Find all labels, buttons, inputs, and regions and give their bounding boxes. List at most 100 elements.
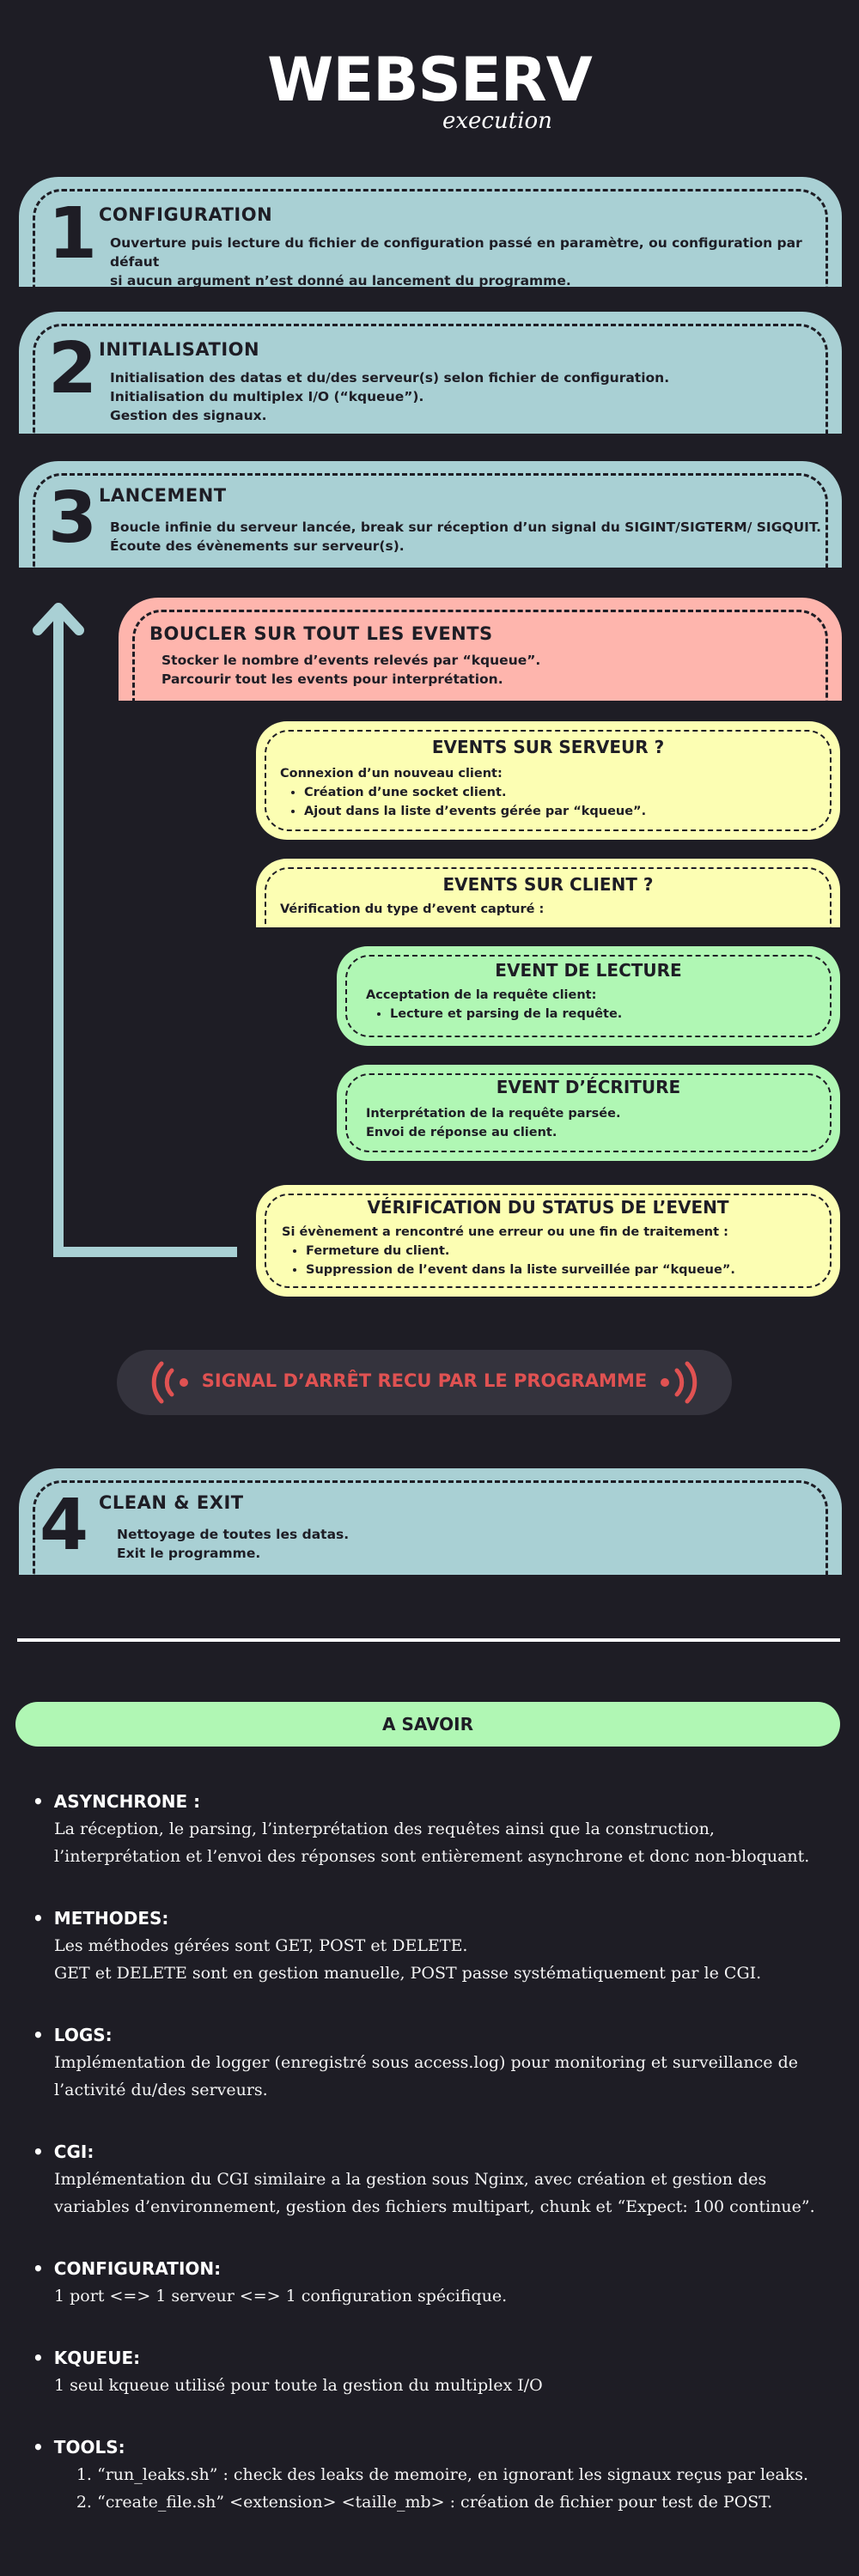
status-check-intro: Si évènement a rencontré une erreur ou u…: [282, 1225, 728, 1239]
step-1-tab: 1 CONFIGURATION Ouverture puis lecture d…: [19, 177, 842, 290]
step-2-line: Gestion des signaux.: [110, 408, 267, 423]
savoir-item-body: 1 seul kqueue utilisé pour toute la gest…: [33, 2372, 833, 2399]
loop-arrow-up-icon: [33, 603, 237, 1257]
read-event-card: EVENT DE LECTURE Acceptation de la requê…: [337, 946, 840, 1046]
step-3-number: 3: [48, 477, 98, 559]
savoir-item-line: Implémentation de logger (enregistré sou…: [54, 2053, 798, 2072]
status-check-list: Fermeture du client. Suppression de l’ev…: [282, 1242, 735, 1279]
read-event-body: Acceptation de la requête client: Lectur…: [366, 986, 622, 1024]
savoir-item-body: Les méthodes gérées sont GET, POST et DE…: [33, 1932, 833, 1987]
step-3-tab: 3 LANCEMENT Boucle infinie du serveur la…: [19, 461, 842, 570]
client-events-tab: EVENTS SUR CLIENT ? Vérification du type…: [256, 859, 840, 930]
savoir-item-title: CGI:: [33, 2142, 833, 2162]
broadcast-left-icon: [151, 1361, 188, 1404]
section-divider: [17, 1638, 840, 1642]
server-events-heading: EVENTS SUR SERVEUR ?: [431, 737, 665, 757]
savoir-item-title: LOGS:: [33, 2025, 833, 2045]
list-item: “run_leaks.sh” : check des leaks de memo…: [97, 2461, 833, 2488]
broadcast-right-icon: [661, 1361, 698, 1404]
savoir-item-title: CONFIGURATION:: [33, 2258, 833, 2279]
step-3-line: Boucle infinie du serveur lancée, break …: [110, 519, 822, 535]
write-event-line: Interprétation de la requête parsée.: [366, 1107, 621, 1121]
loop-events-line: Stocker le nombre d’events relevés par “…: [161, 653, 541, 668]
savoir-item-logs: LOGS: Implémentation de logger (enregist…: [33, 2025, 833, 2104]
savoir-item-kqueue: KQUEUE: 1 seul kqueue utilisé pour toute…: [33, 2348, 833, 2399]
savoir-item-line: Les méthodes gérées sont GET, POST et DE…: [54, 1936, 468, 1955]
savoir-item-line: La réception, le parsing, l’interprétati…: [54, 1820, 715, 1838]
step-1-number: 1: [48, 193, 98, 275]
step-4-dashed-outline: [33, 1480, 828, 1577]
server-events-list: Création d’une socket client. Ajout dans…: [280, 783, 646, 821]
step-3-body: Boucle infinie du serveur lancée, break …: [110, 518, 821, 556]
list-item: Suppression de l’event dans la liste sur…: [306, 1261, 735, 1279]
step-2-tab: 2 INITIALISATION Initialisation des data…: [19, 312, 842, 436]
signal-text: SIGNAL D’ARRÊT RECU PAR LE PROGRAMME: [201, 1370, 648, 1391]
read-event-list: Lecture et parsing de la requête.: [366, 1005, 622, 1024]
step-3-heading: LANCEMENT: [99, 485, 227, 506]
step-1-dashed-outline: [33, 189, 828, 289]
step-4-body: Nettoyage de toutes les datas. Exit le p…: [117, 1525, 349, 1563]
savoir-item-line: 1 seul kqueue utilisé pour toute la gest…: [54, 2376, 543, 2395]
status-check-card: VÉRIFICATION DU STATUS DE L’EVENT Si évè…: [256, 1185, 840, 1297]
step-3-line: Écoute des évènements sur serveur(s).: [110, 538, 405, 554]
step-2-line: Initialisation du multiplex I/O (“kqueue…: [110, 389, 424, 404]
page-title: WEBSERV: [267, 45, 593, 115]
step-4-tab: 4 CLEAN & EXIT Nettoyage de toutes les d…: [19, 1468, 842, 1577]
page-subtitle: execution: [442, 108, 552, 134]
server-events-body: Connexion d’un nouveau client: Création …: [280, 764, 646, 821]
loop-events-tab: BOUCLER SUR TOUT LES EVENTS Stocker le n…: [119, 598, 842, 703]
savoir-item-body: 1 port <=> 1 serveur <=> 1 configuration…: [33, 2282, 833, 2310]
savoir-item-body: Implémentation de logger (enregistré sou…: [33, 2049, 833, 2104]
savoir-item-body: Implémentation du CGI similaire a la ges…: [33, 2166, 833, 2221]
signal-banner: SIGNAL D’ARRÊT RECU PAR LE PROGRAMME: [117, 1350, 732, 1415]
step-2-heading: INITIALISATION: [99, 339, 260, 360]
client-events-dashed-outline: [265, 867, 832, 930]
write-event-body: Interprétation de la requête parsée. Env…: [366, 1104, 620, 1142]
list-item: Fermeture du client.: [306, 1242, 735, 1261]
savoir-item-line: variables d’environnement, gestion des f…: [54, 2197, 815, 2216]
read-event-intro: Acceptation de la requête client:: [366, 988, 597, 1002]
status-check-dashed-outline: [265, 1194, 832, 1288]
step-1-line: Ouverture puis lecture du fichier de con…: [110, 235, 802, 270]
loop-events-dashed-outline: [132, 610, 828, 703]
savoir-item-title: TOOLS:: [33, 2437, 833, 2458]
savoir-item-line: GET et DELETE sont en gestion manuelle, …: [54, 1964, 762, 1983]
savoir-item-title: ASYNCHRONE :: [33, 1791, 833, 1812]
savoir-item-title: KQUEUE:: [33, 2348, 833, 2368]
savoir-item-body: La réception, le parsing, l’interprétati…: [33, 1815, 833, 1870]
list-item: “create_file.sh” <extension> <taille_mb>…: [97, 2488, 833, 2516]
savoir-item-configuration: CONFIGURATION: 1 port <=> 1 serveur <=> …: [33, 2258, 833, 2310]
list-item: Lecture et parsing de la requête.: [390, 1005, 622, 1024]
step-1-line: si aucun argument n’est donné au lanceme…: [110, 273, 571, 289]
read-event-dashed-outline: [345, 955, 832, 1037]
list-item: Création d’une socket client.: [304, 783, 646, 802]
write-event-card: EVENT D’ÉCRITURE Interprétation de la re…: [337, 1065, 840, 1161]
savoir-item-tools: TOOLS: “run_leaks.sh” : check des leaks …: [33, 2437, 833, 2516]
list-item: Ajout dans la liste d’events gérée par “…: [304, 802, 646, 821]
server-events-dashed-outline: [265, 730, 832, 831]
step-1-body: Ouverture puis lecture du fichier de con…: [110, 234, 842, 290]
savoir-item-cgi: CGI: Implémentation du CGI similaire a l…: [33, 2142, 833, 2221]
write-event-heading: EVENT D’ÉCRITURE: [496, 1077, 681, 1097]
savoir-item-line: 1 port <=> 1 serveur <=> 1 configuration…: [54, 2287, 508, 2306]
server-events-intro: Connexion d’un nouveau client:: [280, 767, 503, 781]
loop-events-heading: BOUCLER SUR TOUT LES EVENTS: [149, 623, 493, 644]
write-event-line: Envoi de réponse au client.: [366, 1126, 557, 1139]
step-4-line: Exit le programme.: [117, 1546, 261, 1561]
status-check-body: Si évènement a rencontré une erreur ou u…: [282, 1223, 735, 1279]
step-2-body: Initialisation des datas et du/des serve…: [110, 368, 669, 425]
status-check-heading: VÉRIFICATION DU STATUS DE L’EVENT: [367, 1197, 729, 1218]
step-2-number: 2: [48, 328, 98, 410]
client-events-intro: Vérification du type d’event capturé :: [280, 902, 545, 916]
client-events-heading: EVENTS SUR CLIENT ?: [442, 874, 654, 895]
loop-events-line: Parcourir tout les events pour interprét…: [161, 671, 503, 687]
savoir-item-line: l’interprétation et l’envoi des réponses…: [54, 1847, 810, 1866]
read-event-heading: EVENT DE LECTURE: [495, 960, 682, 981]
server-events-card: EVENTS SUR SERVEUR ? Connexion d’un nouv…: [256, 721, 840, 840]
savoir-item-line: l’activité du/des serveurs.: [54, 2081, 268, 2099]
write-event-dashed-outline: [345, 1073, 832, 1152]
savoir-item-methodes: METHODES: Les méthodes gérées sont GET, …: [33, 1908, 833, 1987]
step-2-line: Initialisation des datas et du/des serve…: [110, 370, 670, 386]
step-4-number: 4: [40, 1485, 89, 1566]
savoir-item-title: METHODES:: [33, 1908, 833, 1929]
